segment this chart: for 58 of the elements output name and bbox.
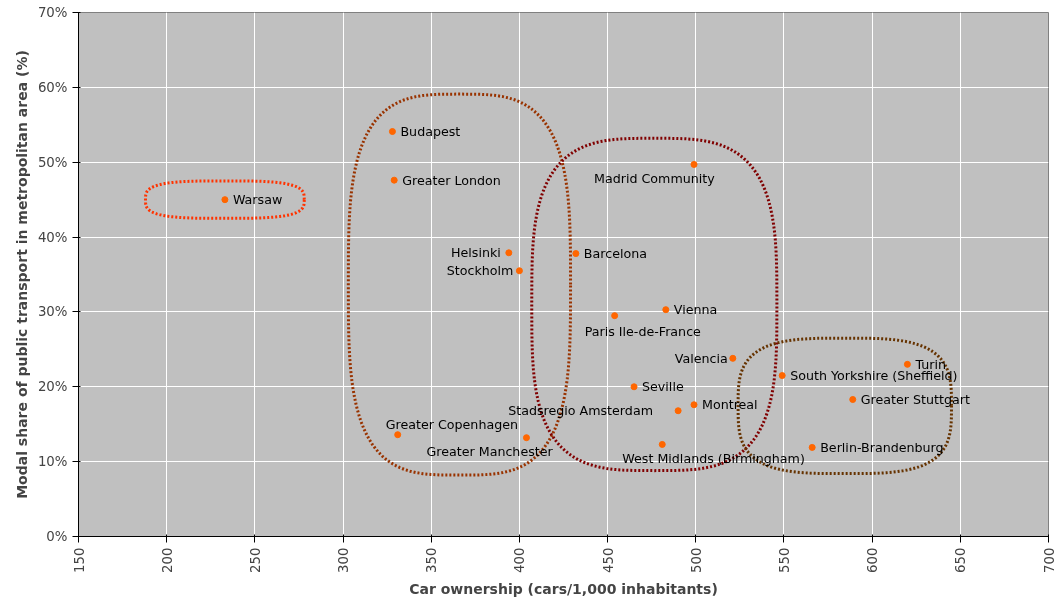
annotation: Madrid Community: [594, 170, 716, 186]
y-axis-title: Modal share of public transport in metropolitan area (%): [13, 50, 30, 499]
x-tick-label: 400: [512, 547, 528, 573]
x-tick-label: 600: [865, 547, 881, 573]
annotation: Stadsregio Amsterdam: [508, 403, 653, 419]
point: [674, 407, 682, 415]
annotation: Valencia: [674, 350, 728, 366]
annotation: Paris Ile-de-France: [584, 324, 702, 340]
point: [808, 443, 816, 451]
annotation: Berlin-Brandenburg: [820, 439, 944, 455]
point: [662, 306, 670, 314]
y-tick-label: 70%: [37, 5, 68, 20]
point: [394, 431, 402, 439]
y-tick-label: 40%: [37, 229, 68, 245]
x-tick-label: 350: [424, 547, 440, 573]
point: [505, 249, 513, 257]
annotation: Seville: [642, 379, 684, 395]
annotation: Montreal: [702, 397, 758, 413]
x-tick-label: 700: [1041, 547, 1056, 573]
point: [390, 176, 398, 184]
point: [778, 372, 786, 380]
point: [572, 250, 580, 258]
x-axis-title: Car ownership (cars/1,000 inhabitants): [409, 580, 718, 597]
annotation: Vienna: [673, 302, 718, 318]
point: [729, 354, 737, 362]
annotation: Warsaw: [232, 192, 283, 208]
annotation: Helsinki: [451, 245, 501, 261]
y-tick-label: 10%: [37, 454, 68, 470]
point: [630, 383, 638, 391]
point: [515, 267, 523, 275]
point: [611, 312, 619, 320]
x-tick-label: 550: [776, 547, 792, 573]
x-tick-label: 200: [159, 547, 175, 573]
annotation: Greater Stuttgart: [860, 392, 970, 408]
y-tick-label: 50%: [37, 154, 68, 170]
x-tick-label: 300: [336, 547, 352, 573]
annotation: Barcelona: [583, 246, 647, 262]
annotation: Greater London: [402, 172, 501, 188]
y-tick-label: 60%: [37, 79, 68, 95]
x-tick-label: 500: [688, 547, 704, 573]
x-tick-label: 650: [953, 547, 969, 573]
point: [849, 396, 857, 404]
annotation: Budapest: [400, 124, 461, 140]
point: [522, 434, 530, 442]
point: [690, 401, 698, 409]
point: [903, 360, 911, 368]
annotation: Stockholm: [446, 263, 514, 279]
x-tick-label: 250: [247, 547, 263, 573]
point: [388, 128, 396, 136]
y-tick-label: 30%: [37, 304, 68, 320]
point: [658, 440, 666, 448]
y-tick-label: 0%: [46, 529, 68, 544]
y-tick-label: 20%: [37, 379, 68, 395]
point: [221, 196, 229, 204]
x-tick-label: 450: [600, 547, 616, 573]
point: [690, 160, 698, 168]
x-tick-label: 150: [71, 547, 87, 573]
annotation: Greater Copenhagen: [385, 417, 519, 433]
